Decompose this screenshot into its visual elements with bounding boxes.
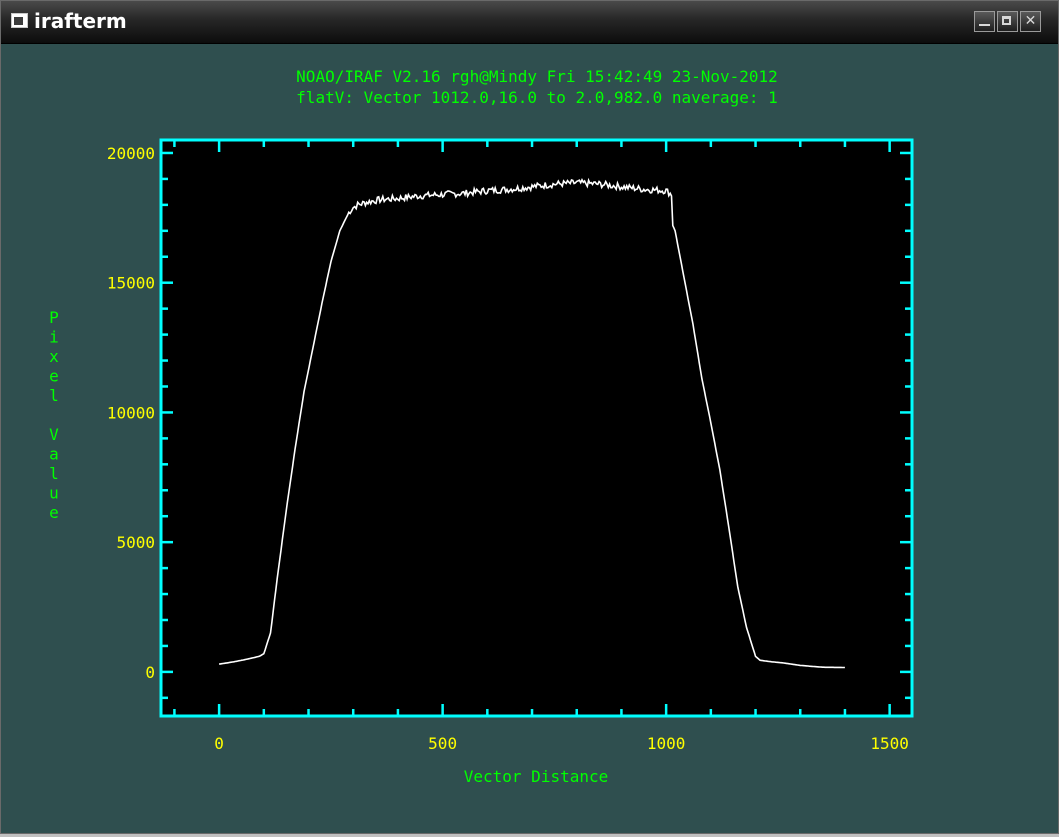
- terminal-window-icon: [11, 13, 28, 28]
- y-tick-label: 5000: [116, 533, 155, 552]
- graphics-area: NOAO/IRAF V2.16 rgh@Mindy Fri 15:42:49 2…: [1, 43, 1058, 837]
- y-tick-label: 20000: [107, 144, 155, 163]
- y-axis-label-char: u: [49, 484, 59, 503]
- y-axis-label-char: l: [49, 386, 59, 405]
- close-icon: ✕: [1024, 13, 1037, 29]
- minimize-button[interactable]: [974, 11, 995, 32]
- y-axis-label-char: a: [49, 445, 59, 464]
- y-axis-label-char: l: [49, 464, 59, 483]
- window-title: irafterm: [34, 9, 127, 33]
- data-line: [218, 177, 845, 669]
- title-bar[interactable]: irafterm ✕: [1, 1, 1058, 44]
- y-axis-label-char: e: [49, 503, 59, 522]
- close-button[interactable]: ✕: [1020, 11, 1041, 32]
- plot-header-line-1: NOAO/IRAF V2.16 rgh@Mindy Fri 15:42:49 2…: [296, 67, 778, 86]
- plot-canvas: NOAO/IRAF V2.16 rgh@Mindy Fri 15:42:49 2…: [49, 67, 914, 786]
- maximize-button[interactable]: [997, 11, 1018, 32]
- y-tick-label: 0: [145, 663, 155, 682]
- x-tick-label: 1500: [870, 734, 909, 753]
- plot-background: [161, 140, 912, 716]
- x-tick-label: 1000: [647, 734, 686, 753]
- y-axis-label-char: e: [49, 367, 59, 386]
- x-axis-label: Vector Distance: [464, 767, 609, 786]
- y-axis-label-char: x: [49, 347, 59, 366]
- y-axis-label-char: P: [49, 308, 59, 327]
- plot-frame: [159, 138, 914, 718]
- y-tick-label: 10000: [107, 403, 155, 422]
- plot-header-line-2: flatV: Vector 1012.0,16.0 to 2.0,982.0 n…: [296, 88, 778, 107]
- x-tick-label: 500: [428, 734, 457, 753]
- y-tick-label: 15000: [107, 274, 155, 293]
- x-tick-label: 0: [214, 734, 224, 753]
- axis-ticks: [161, 140, 912, 716]
- y-axis-label-char: V: [49, 425, 59, 444]
- y-axis-label-char: i: [49, 328, 59, 347]
